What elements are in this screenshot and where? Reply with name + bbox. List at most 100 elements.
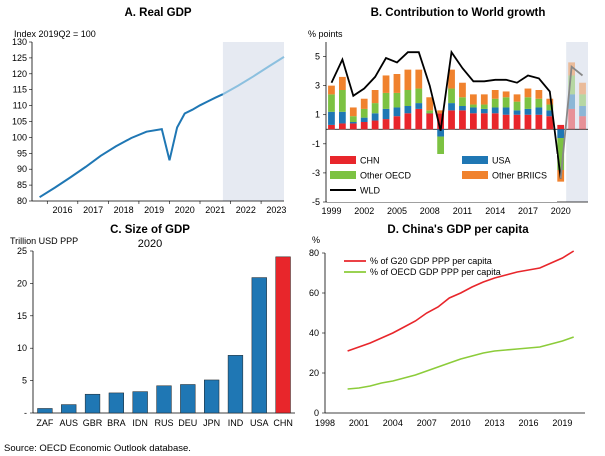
wld-projection-line <box>559 64 584 179</box>
bar-other-briics <box>502 91 510 98</box>
bar-usa <box>437 129 445 137</box>
bar-other-briics <box>448 69 455 89</box>
x-tick-label: 2016 <box>518 418 538 428</box>
bar-chn <box>338 123 346 130</box>
bar-rus <box>156 385 172 414</box>
bar-other-oecd <box>491 98 499 108</box>
legend-label: Other OECD <box>360 171 412 181</box>
y-tick-label: 3 <box>315 81 320 91</box>
bar-other-oecd <box>382 92 390 109</box>
bar-usa <box>535 107 543 115</box>
projection-band <box>222 42 284 201</box>
y-tick-label: 105 <box>12 117 27 127</box>
x-tick-label: 2021 <box>205 205 225 215</box>
y-tick-label: 115 <box>13 85 27 95</box>
bar-other-briics <box>426 97 434 111</box>
legend-label: CHN <box>360 156 380 166</box>
y-tick-label: 95 <box>17 148 27 158</box>
bar-other-oecd <box>426 110 434 114</box>
bar-other-briics <box>393 74 401 93</box>
legend-swatch <box>330 156 356 164</box>
bar-chn <box>448 110 455 130</box>
bar-other-briics <box>546 98 554 105</box>
bar-usa <box>513 110 521 115</box>
g20-line <box>347 250 575 352</box>
legend-label: USA <box>492 156 511 166</box>
x-tick-label: BRA <box>107 418 126 428</box>
x-tick-label: JPN <box>203 418 220 428</box>
bar-usa <box>393 107 401 117</box>
bar-zaf <box>37 408 53 414</box>
bar-other-oecd <box>404 90 412 106</box>
legend-swatch <box>462 171 488 179</box>
bar-chn <box>535 114 543 130</box>
bar-usa <box>448 103 455 111</box>
bar-other-briics <box>524 88 532 98</box>
bar-other-briics <box>513 94 521 102</box>
legend-label: Other BRIICS <box>492 171 547 181</box>
y-tick-label: 125 <box>12 53 27 63</box>
y-tick-label: 10 <box>17 343 27 353</box>
y-tick-label: -1 <box>312 139 320 149</box>
bar-chn <box>502 114 510 130</box>
bar-other-oecd <box>557 138 565 170</box>
panel-c-title: C. Size of GDP <box>110 224 190 236</box>
bar-other-briics <box>360 98 368 109</box>
bar-other-briics <box>328 85 335 95</box>
panel-b-title: B. Contribution to World growth <box>371 7 546 19</box>
bar-other-oecd <box>513 101 521 111</box>
y-tick-label: -5 <box>312 197 320 207</box>
bar-chn <box>415 108 423 130</box>
y-tick-label: 1 <box>315 110 320 120</box>
x-tick-label: ZAF <box>36 418 54 428</box>
bar-other-oecd <box>524 97 532 109</box>
y-tick-label: 5 <box>22 376 27 386</box>
bar-other-briics <box>338 76 346 90</box>
x-tick-label: 2011 <box>453 206 472 216</box>
bar-other-oecd <box>338 90 346 112</box>
bar-chn <box>469 113 477 130</box>
bar-aus <box>61 404 77 414</box>
legend-label: % of OECD GDP PPP per capita <box>370 267 501 277</box>
x-tick-label: 2020 <box>175 205 195 215</box>
x-tick-label: AUS <box>59 418 78 428</box>
bar-other-oecd <box>393 92 401 108</box>
bar-chn <box>371 120 379 130</box>
bar-usa <box>415 103 423 109</box>
bar-other-briics <box>415 69 423 89</box>
y-tick-label: 90 <box>17 164 27 174</box>
bar-idn <box>132 391 148 414</box>
bar-other-oecd <box>469 104 477 108</box>
y-tick-label: 110 <box>13 101 27 111</box>
bar-usa <box>382 108 390 120</box>
x-tick-label: 2001 <box>349 418 369 428</box>
projection-line <box>222 56 285 96</box>
bar-usa <box>251 277 267 414</box>
bar-other-briics <box>459 82 466 98</box>
bar-chn <box>404 113 412 130</box>
bar-usa <box>371 113 379 121</box>
bar-chn <box>459 110 466 130</box>
bar-other-briics <box>491 90 499 99</box>
bar-other-oecd <box>535 98 543 108</box>
bar-chn <box>360 122 368 130</box>
bar-usa <box>568 94 576 109</box>
bar-other-oecd <box>360 108 368 118</box>
x-tick-label: 2022 <box>236 205 256 215</box>
bar-other-briics <box>349 107 357 117</box>
gdp-line <box>39 93 224 199</box>
panel-b-ylabel: % points <box>308 29 343 39</box>
bar-other-oecd <box>371 103 379 114</box>
bar-usa <box>404 106 412 114</box>
y-tick-label: 80 <box>309 248 319 258</box>
x-tick-label: 2002 <box>354 206 374 216</box>
bar-chn <box>382 119 390 130</box>
x-tick-label: 2004 <box>383 418 403 428</box>
y-tick-label: 0 <box>314 408 319 418</box>
x-tick-label: 2017 <box>83 205 103 215</box>
y-tick-label: 5 <box>315 52 320 62</box>
y-tick-label: 40 <box>309 328 319 338</box>
x-tick-label: 2005 <box>387 206 407 216</box>
bar-chn <box>426 113 434 130</box>
bar-other-briics <box>480 94 488 105</box>
